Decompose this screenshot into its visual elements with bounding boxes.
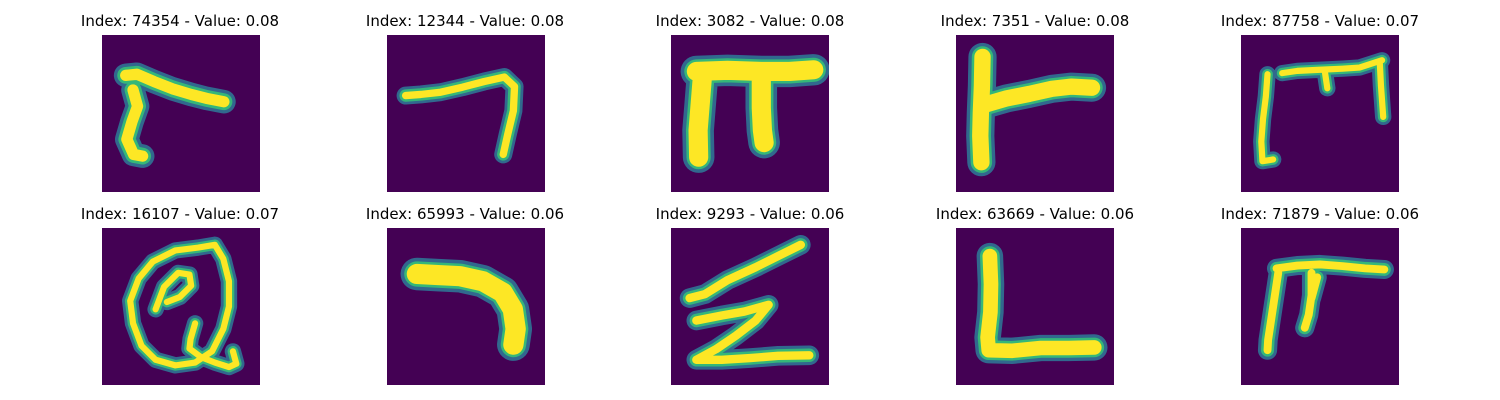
panel-title: Index: 71879 - Value: 0.06 [1220,205,1420,223]
panel-title: Index: 63669 - Value: 0.06 [935,205,1135,223]
panel-title: Index: 9293 - Value: 0.06 [655,205,845,223]
panel-title: Index: 74354 - Value: 0.08 [80,12,280,30]
panel-title: Index: 12344 - Value: 0.08 [365,12,565,30]
glyph-image [956,35,1114,192]
panel-title: Index: 65993 - Value: 0.06 [365,205,565,223]
panel-title: Index: 7351 - Value: 0.08 [940,12,1130,30]
glyph-image [671,35,829,192]
glyph-image [671,228,829,385]
glyph-image [387,35,545,192]
glyph-image [102,228,260,385]
glyph-image [1241,228,1399,385]
panel-title: Index: 3082 - Value: 0.08 [655,12,845,30]
glyph-image [1241,35,1399,192]
panel-title: Index: 87758 - Value: 0.07 [1220,12,1420,30]
panel-title: Index: 16107 - Value: 0.07 [80,205,280,223]
glyph-image [102,35,260,192]
glyph-image [956,228,1114,385]
glyph-image [387,228,545,385]
